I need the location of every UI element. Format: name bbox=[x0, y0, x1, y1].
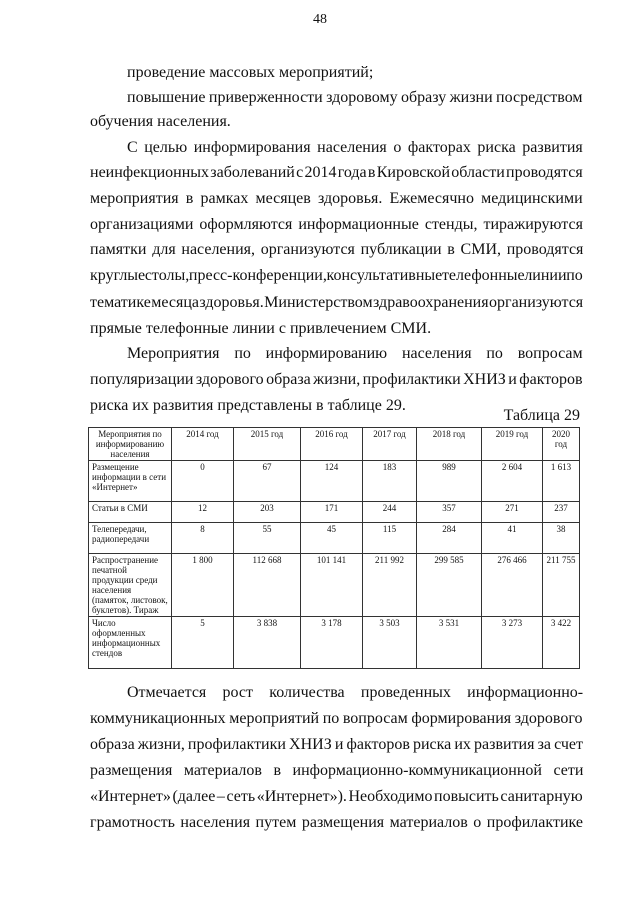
year-header: 2015 год bbox=[233, 427, 301, 461]
row-label: Распространение печатной продукции среди… bbox=[88, 553, 172, 617]
cell-value: 284 bbox=[416, 522, 482, 554]
cell-value: 5 bbox=[171, 616, 234, 669]
cell-value: 8 bbox=[171, 522, 234, 554]
row-label: Статьи в СМИ bbox=[88, 501, 172, 523]
year-header: 2020 год bbox=[542, 427, 580, 461]
cell-value: 237 bbox=[542, 501, 580, 523]
text-line: памятки для населения, организуются публ… bbox=[90, 241, 584, 258]
text-line: Отмечается рост количества проведенных и… bbox=[127, 684, 584, 701]
cell-value: 67 bbox=[233, 460, 301, 502]
text-line: С целью информирования населения о факто… bbox=[127, 139, 583, 156]
cell-value: 3 178 bbox=[300, 616, 363, 669]
cell-value: 41 bbox=[481, 522, 543, 554]
text-line: организациями оформляются информационные… bbox=[90, 216, 583, 233]
year-header: 2018 год bbox=[416, 427, 482, 461]
cell-value: 1 800 bbox=[171, 553, 234, 617]
table-caption: Таблица 29 bbox=[503, 407, 580, 424]
cell-value: 115 bbox=[362, 522, 417, 554]
cell-value: 101 141 bbox=[300, 553, 363, 617]
text-line: грамотность населения путем размещения м… bbox=[90, 814, 583, 831]
text-line: Мероприятия по информированию населения … bbox=[127, 345, 583, 362]
cell-value: 357 bbox=[416, 501, 482, 523]
cell-value: 271 bbox=[481, 501, 543, 523]
cell-value: 203 bbox=[233, 501, 301, 523]
cell-value: 12 bbox=[171, 501, 234, 523]
activity-header: Мероприятия по информированию населения bbox=[88, 427, 172, 461]
year-header: 2017 год bbox=[362, 427, 417, 461]
data-table: Мероприятия по информированию населения 2… bbox=[88, 427, 580, 669]
year-header: 2016 год bbox=[300, 427, 363, 461]
cell-value: 299 585 bbox=[416, 553, 482, 617]
cell-value: 171 bbox=[300, 501, 363, 523]
text-line: популяризации здорового образа жизни, пр… bbox=[90, 371, 583, 388]
year-header: 2014 год bbox=[171, 427, 234, 461]
year-header: 2019 год bbox=[481, 427, 543, 461]
page-number: 48 bbox=[313, 12, 327, 27]
row-label: Число оформленных информационных стендов bbox=[88, 616, 172, 669]
cell-value: 55 bbox=[233, 522, 301, 554]
cell-value: 244 bbox=[362, 501, 417, 523]
cell-value: 3 273 bbox=[481, 616, 543, 669]
cell-value: 3 838 bbox=[233, 616, 301, 669]
text-line: «Интернет» (далее – сеть «Интернет»). Не… bbox=[90, 788, 583, 805]
text-line: проведение массовых мероприятий; bbox=[127, 64, 374, 81]
text-line: тематике месяца здоровья. Министерством … bbox=[90, 294, 584, 311]
table-header-row: Мероприятия по информированию населения 2… bbox=[88, 427, 580, 461]
text-line: размещения материалов в информационно-ко… bbox=[90, 762, 584, 779]
row-label: Размещение информации в сети «Интернет» bbox=[88, 460, 172, 502]
row-label: Телепередачи, радиопередачи bbox=[88, 522, 172, 554]
table-row: Число оформленных информационных стендов… bbox=[88, 616, 580, 669]
table-row: Телепередачи, радиопередачи 8 55 45 115 284 41… bbox=[88, 522, 580, 554]
cell-value: 3 531 bbox=[416, 616, 482, 669]
cell-value: 38 bbox=[542, 522, 580, 554]
text-line: круглые столы, пресс-конференции, консул… bbox=[90, 267, 583, 284]
cell-value: 3 422 bbox=[542, 616, 580, 669]
text-line: неинфекционных заболеваний с 2014 года в… bbox=[90, 164, 583, 181]
table-row: Распространение печатной продукции среди… bbox=[88, 553, 580, 617]
cell-value: 211 992 bbox=[362, 553, 417, 617]
cell-value: 2 604 bbox=[481, 460, 543, 502]
text-line: обучения населения. bbox=[90, 113, 231, 130]
text-line: коммуникационных мероприятий по вопросам… bbox=[90, 710, 583, 727]
table-row: Размещение информации в сети «Интернет» 0… bbox=[88, 460, 580, 502]
text-line: прямые телефонные линии с привлечением С… bbox=[90, 320, 432, 337]
cell-value: 1 613 bbox=[542, 460, 580, 502]
cell-value: 124 bbox=[300, 460, 363, 502]
cell-value: 989 bbox=[416, 460, 482, 502]
table-row: Статьи в СМИ 12 203 171 244 357 271 237 bbox=[88, 501, 580, 523]
cell-value: 276 466 bbox=[481, 553, 543, 617]
cell-value: 0 bbox=[171, 460, 234, 502]
text-line: повышение приверженности здоровому образ… bbox=[127, 89, 583, 106]
cell-value: 3 503 bbox=[362, 616, 417, 669]
text-line: риска их развития представлены в таблице… bbox=[90, 397, 406, 414]
cell-value: 45 bbox=[300, 522, 363, 554]
text-line: образа жизни, профилактики ХНИЗ и фактор… bbox=[90, 736, 584, 753]
cell-value: 211 755 bbox=[542, 553, 580, 617]
cell-value: 183 bbox=[362, 460, 417, 502]
text-line: мероприятия в рамках месяцев здоровья. Е… bbox=[90, 190, 583, 207]
cell-value: 112 668 bbox=[233, 553, 301, 617]
